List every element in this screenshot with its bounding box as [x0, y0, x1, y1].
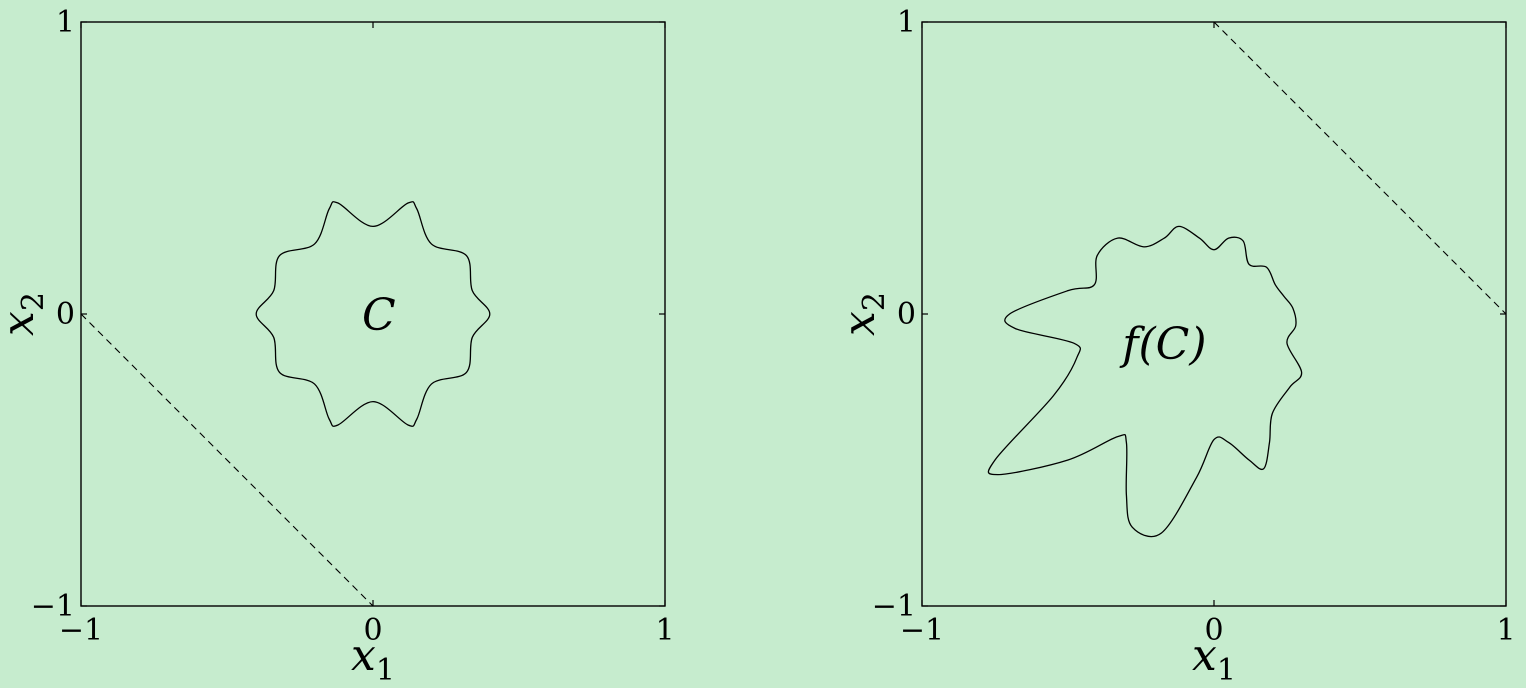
y-tick-label: 0: [897, 297, 916, 332]
x-tick-label: −1: [900, 613, 944, 648]
y-tick-label: 0: [56, 297, 75, 332]
closed-curve: [255, 201, 491, 427]
closed-curve: [987, 225, 1303, 538]
subplot-2: −1 0 1 −1 0 1 x1 x2 f(C): [834, 5, 1516, 688]
y-axis-label: x2: [834, 292, 892, 336]
dashed-line: [1213, 21, 1507, 315]
dashed-line: [80, 313, 374, 607]
x-axis-label: x1: [1192, 630, 1236, 688]
curve-annotation: C: [362, 290, 396, 341]
y-tick-label: −1: [31, 589, 75, 624]
subplot-1: −1 0 1 −1 0 1 x1 x2 C: [0, 5, 675, 688]
y-axis-label: x2: [0, 292, 51, 336]
x-tick-label: 1: [655, 613, 674, 648]
x-tick-label: 0: [363, 613, 382, 648]
y-tick-label: −1: [872, 589, 916, 624]
x-axis-label: x1: [351, 630, 395, 688]
x-tick-label: −1: [59, 613, 103, 648]
curve-annotation: f(C): [1119, 319, 1206, 370]
x-tick-label: 1: [1496, 613, 1515, 648]
y-tick-label: 1: [897, 5, 916, 40]
y-tick-label: 1: [56, 5, 75, 40]
x-tick-label: 0: [1204, 613, 1223, 648]
